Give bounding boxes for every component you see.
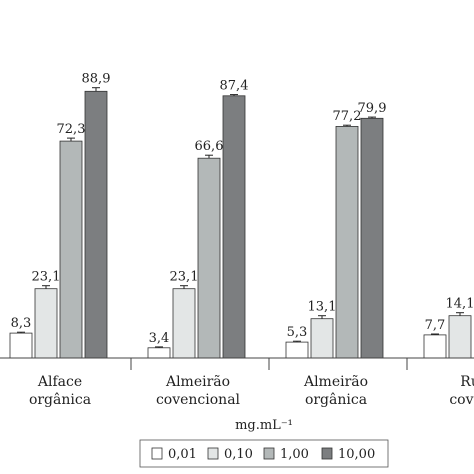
- legend-swatch: [263, 447, 275, 460]
- legend-label: 1,00: [280, 447, 309, 462]
- x-tick-label: Rúc: [460, 374, 474, 390]
- x-ticks-layer: [130, 358, 408, 370]
- legend-frame: [139, 439, 389, 468]
- legend-swatch: [207, 447, 219, 460]
- bar: [172, 288, 196, 359]
- bar: [34, 288, 58, 359]
- bar-labels-layer: 8,3 23,1 72,3 88,9 3,4 23,1 66,6 87,4 5,313,1 77,…: [11, 72, 474, 346]
- data-label: 13,1: [308, 300, 337, 315]
- data-label: 3,4: [149, 331, 170, 346]
- legend-label: 0,10: [224, 447, 253, 462]
- legend-label: 10,00: [338, 447, 375, 462]
- data-label: 23,1: [170, 270, 199, 285]
- bar: [84, 90, 108, 359]
- bar: [59, 140, 83, 359]
- x-tick-label: covencional: [156, 392, 241, 408]
- bar: [423, 334, 447, 359]
- data-label: 79,9: [358, 101, 387, 116]
- legend-swatch: [151, 447, 163, 460]
- data-label: 72,3: [57, 122, 86, 137]
- data-label: 77,2: [333, 109, 362, 124]
- bar: [360, 117, 384, 359]
- bar: [147, 347, 171, 359]
- data-label: 14,1: [446, 297, 474, 312]
- data-label: 8,3: [11, 316, 32, 331]
- data-label: 88,9: [82, 72, 111, 87]
- bars-layer: [9, 87, 472, 359]
- bar: [197, 157, 221, 359]
- x-tick-label: orgânica: [305, 392, 367, 408]
- x-tick-label: covenc: [449, 392, 474, 408]
- data-label: 66,6: [195, 139, 224, 154]
- data-label: 5,3: [287, 325, 308, 340]
- bar: [335, 126, 359, 359]
- data-label: 23,1: [32, 270, 61, 285]
- data-label: 7,7: [425, 318, 446, 333]
- x-tick-label: Almeirão: [303, 374, 368, 390]
- data-label: 87,4: [220, 79, 249, 94]
- x-tick-label: Almeirão: [165, 374, 230, 390]
- x-tick-label: orgânica: [29, 392, 91, 408]
- bar: [448, 315, 472, 359]
- bar: [222, 95, 246, 359]
- legend-swatch: [321, 447, 333, 460]
- legend-title: mg.mL⁻¹: [235, 418, 293, 433]
- bar: [310, 318, 334, 359]
- bar: [9, 332, 33, 359]
- legend-label: 0,01: [168, 447, 197, 462]
- x-tick-label: Alface: [37, 374, 82, 390]
- x-labels-layer: Alface orgânica Almeirão covencional Almeirã…: [29, 374, 474, 408]
- legend-items: 0,01 0,10 1,00 10,00: [151, 447, 375, 462]
- legend: 0,01 0,10 1,00 10,00: [139, 439, 389, 468]
- bar: [285, 341, 309, 359]
